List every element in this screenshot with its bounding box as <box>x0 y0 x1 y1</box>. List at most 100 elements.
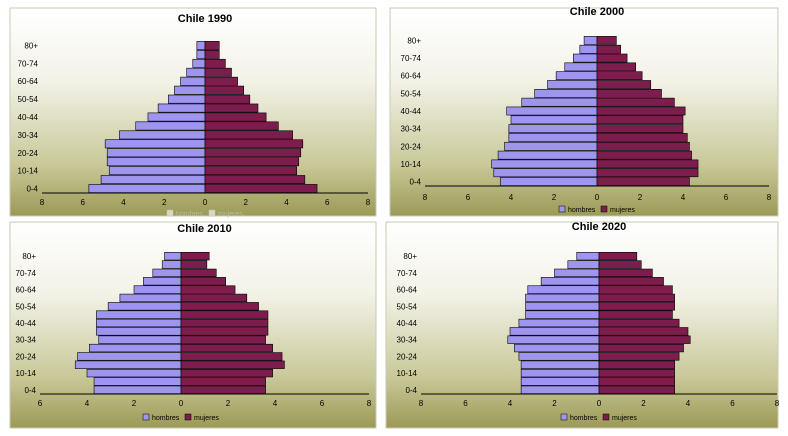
bar-hombres-15-19 <box>74 360 182 369</box>
x-tick-label: 8 <box>423 193 428 202</box>
bar-hombres-80+ <box>196 41 206 50</box>
pyramid-chart-2: Chile 20000-410-1420-2430-3440-4450-5460… <box>389 6 779 217</box>
x-tick-label: 6 <box>730 399 735 408</box>
x-tick-label: 2 <box>641 399 646 408</box>
age-tick-label: 80+ <box>22 252 36 261</box>
chart-title: Chile 2010 <box>177 223 231 235</box>
bar-mujeres-15-19 <box>598 360 675 369</box>
bar-mujeres-45-49 <box>204 103 259 113</box>
bar-mujeres-60-64 <box>596 71 643 81</box>
bar-mujeres-5-9 <box>204 175 306 185</box>
bar-hombres-65-69 <box>186 67 206 77</box>
age-tick-label: 40-44 <box>16 319 37 328</box>
x-tick-label: 2 <box>244 198 249 207</box>
bar-hombres-20-24 <box>518 352 600 361</box>
x-tick-label: 2 <box>552 399 557 408</box>
bar-hombres-35-39 <box>96 327 182 336</box>
age-tick-label: 70-74 <box>16 269 37 278</box>
age-tick-label: 40-44 <box>401 107 422 116</box>
bar-mujeres-10-14 <box>180 368 273 378</box>
bar-hombres-80+ <box>164 252 182 261</box>
age-tick-label: 20-24 <box>16 352 37 361</box>
bar-hombres-15-19 <box>497 150 598 160</box>
bar-mujeres-75-79 <box>180 260 208 269</box>
age-tick-label: 0-4 <box>409 178 421 187</box>
age-tick-label: 50-54 <box>16 302 37 311</box>
bar-hombres-20-24 <box>504 141 598 151</box>
bar-hombres-30-34 <box>508 124 598 134</box>
age-tick-label: 10-14 <box>401 160 422 169</box>
bar-mujeres-10-14 <box>598 368 675 378</box>
bar-mujeres-55-59 <box>180 293 248 303</box>
bar-hombres-70-74 <box>152 268 182 278</box>
x-tick-label: 2 <box>162 198 167 207</box>
bar-mujeres-55-59 <box>598 293 675 303</box>
age-tick-label: 0-4 <box>24 386 36 395</box>
bar-mujeres-30-34 <box>180 335 266 344</box>
age-tick-label: 60-64 <box>397 286 418 295</box>
bar-hombres-75-79 <box>579 44 598 54</box>
bar-mujeres-35-39 <box>598 327 689 336</box>
bar-hombres-35-39 <box>509 327 600 336</box>
bar-hombres-5-9 <box>100 175 206 185</box>
bar-hombres-75-79 <box>196 49 206 59</box>
x-tick-label: 4 <box>284 198 289 207</box>
bar-hombres-0-4 <box>93 385 182 394</box>
pyramid-chart-1: Chile 19900-410-1420-2430-3440-4450-5460… <box>9 7 377 218</box>
legend: hombres mujeres <box>166 209 243 218</box>
age-tick-label: 60-64 <box>16 286 37 295</box>
bar-hombres-70-74 <box>554 268 600 278</box>
age-tick-label: 80+ <box>24 41 38 50</box>
age-tick-label: 60-64 <box>18 77 39 86</box>
age-tick-label: 60-64 <box>401 72 422 81</box>
x-tick-label: 2 <box>638 193 643 202</box>
x-tick-label: 8 <box>767 193 772 202</box>
bar-hombres-60-64 <box>133 285 182 294</box>
x-tick-label: 6 <box>466 193 471 202</box>
bar-mujeres-80+ <box>598 252 638 261</box>
legend-swatch-hombres <box>560 413 568 421</box>
bar-hombres-45-49 <box>96 310 182 319</box>
legend-label-mujeres: mujeres <box>194 415 219 422</box>
legend-label-hombres: hombres <box>176 211 204 218</box>
legend-swatch-mujeres <box>208 209 216 217</box>
bar-mujeres-15-19 <box>180 360 285 369</box>
bar-hombres-25-29 <box>508 133 598 142</box>
bar-hombres-15-19 <box>106 157 206 167</box>
bar-mujeres-20-24 <box>180 352 283 361</box>
x-tick-label: 4 <box>508 399 513 408</box>
bar-mujeres-50-54 <box>596 88 662 98</box>
bar-mujeres-60-64 <box>180 285 236 294</box>
bar-hombres-65-69 <box>564 62 598 72</box>
x-tick-label: 6 <box>320 399 325 408</box>
bar-mujeres-20-24 <box>596 141 690 151</box>
age-tick-label: 40-44 <box>397 319 418 328</box>
legend-label-hombres: hombres <box>152 415 180 422</box>
bar-mujeres-70-74 <box>596 53 628 63</box>
age-tick-label: 50-54 <box>18 95 39 104</box>
bar-mujeres-30-34 <box>204 130 293 140</box>
bar-mujeres-40-44 <box>598 318 680 328</box>
bar-hombres-50-54 <box>168 94 206 104</box>
bar-hombres-25-29 <box>89 343 182 353</box>
bar-hombres-75-79 <box>161 260 182 269</box>
bar-mujeres-25-29 <box>180 343 273 353</box>
age-tick-label: 20-24 <box>401 142 422 151</box>
bar-mujeres-70-74 <box>180 268 217 278</box>
x-tick-label: 2 <box>132 399 137 408</box>
bar-mujeres-5-9 <box>598 377 675 386</box>
bar-hombres-65-69 <box>143 277 182 286</box>
x-tick-label: 4 <box>85 399 90 408</box>
bar-hombres-0-4 <box>520 385 600 394</box>
bar-hombres-30-34 <box>507 335 600 344</box>
bar-mujeres-40-44 <box>596 106 686 116</box>
bar-mujeres-5-9 <box>596 168 699 178</box>
age-tick-label: 10-14 <box>18 167 39 176</box>
bar-mujeres-20-24 <box>204 148 302 158</box>
bar-hombres-25-29 <box>104 139 206 149</box>
bar-hombres-55-59 <box>174 85 206 95</box>
age-tick-label: 20-24 <box>18 149 39 158</box>
x-tick-label: 6 <box>81 198 86 207</box>
x-tick-label: 6 <box>325 198 330 207</box>
